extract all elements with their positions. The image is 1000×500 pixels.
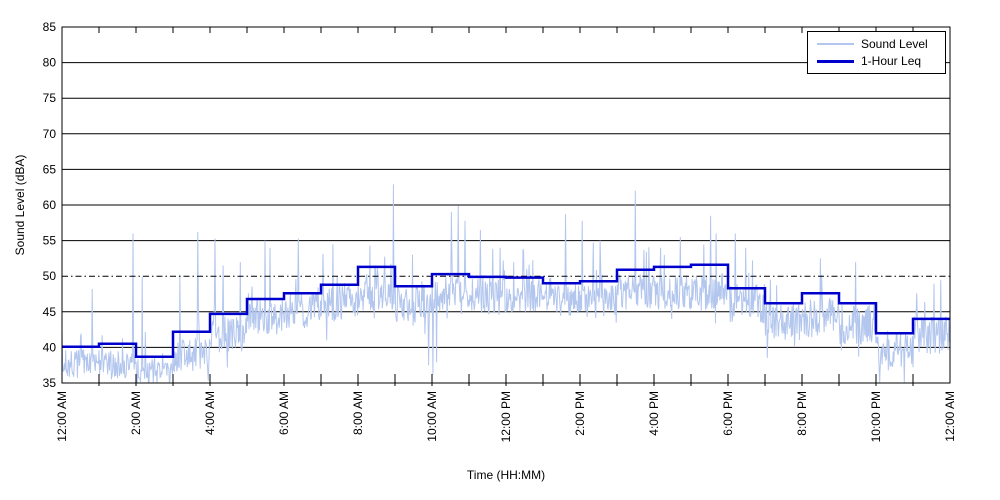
x-tick-label: 2:00 AM [129,391,143,435]
x-tick-label: 12:00 AM [943,391,957,442]
legend-label-sound-level: Sound Level [861,37,928,51]
x-tick-label: 4:00 AM [203,391,217,435]
x-tick-label: 10:00 PM [869,391,883,442]
y-tick-label: 65 [43,162,57,176]
legend: Sound Level 1-Hour Leq [807,31,946,74]
x-tick-label: 12:00 PM [499,391,513,442]
legend-label-1-hour-leq: 1-Hour Leq [861,54,922,68]
x-tick-label: 8:00 AM [351,391,365,435]
y-tick-label: 40 [43,340,57,354]
y-tick-label: 80 [43,56,57,70]
leq-line-swatch [817,59,854,63]
y-tick-label: 70 [43,127,57,141]
legend-item-1-hour-leq: 1-Hour Leq [808,54,945,68]
sound-level-series [61,184,951,384]
x-axis-title: Time (HH:MM) [467,468,545,482]
x-tick-label: 6:00 AM [277,391,291,435]
legend-item-sound-level: Sound Level [808,37,945,51]
x-tick-label: 6:00 PM [721,391,735,436]
x-tick-label: 12:00 AM [55,391,69,442]
y-tick-label: 35 [43,376,57,390]
y-axis-title: Sound Level (dBA) [13,155,27,256]
x-tick-label: 8:00 PM [795,391,809,436]
y-tick-label: 60 [43,198,57,212]
x-tick-label: 4:00 PM [647,391,661,436]
x-tick-label: 10:00 AM [425,391,439,442]
y-tick-label: 45 [43,305,57,319]
leq-series [62,263,950,358]
y-tick-label: 75 [43,91,57,105]
sound-level-line-swatch [817,43,854,45]
y-tick-label: 55 [43,234,57,248]
x-tick-label: 2:00 PM [573,391,587,436]
y-tick-label: 50 [43,269,57,283]
y-tick-label: 85 [43,20,57,34]
